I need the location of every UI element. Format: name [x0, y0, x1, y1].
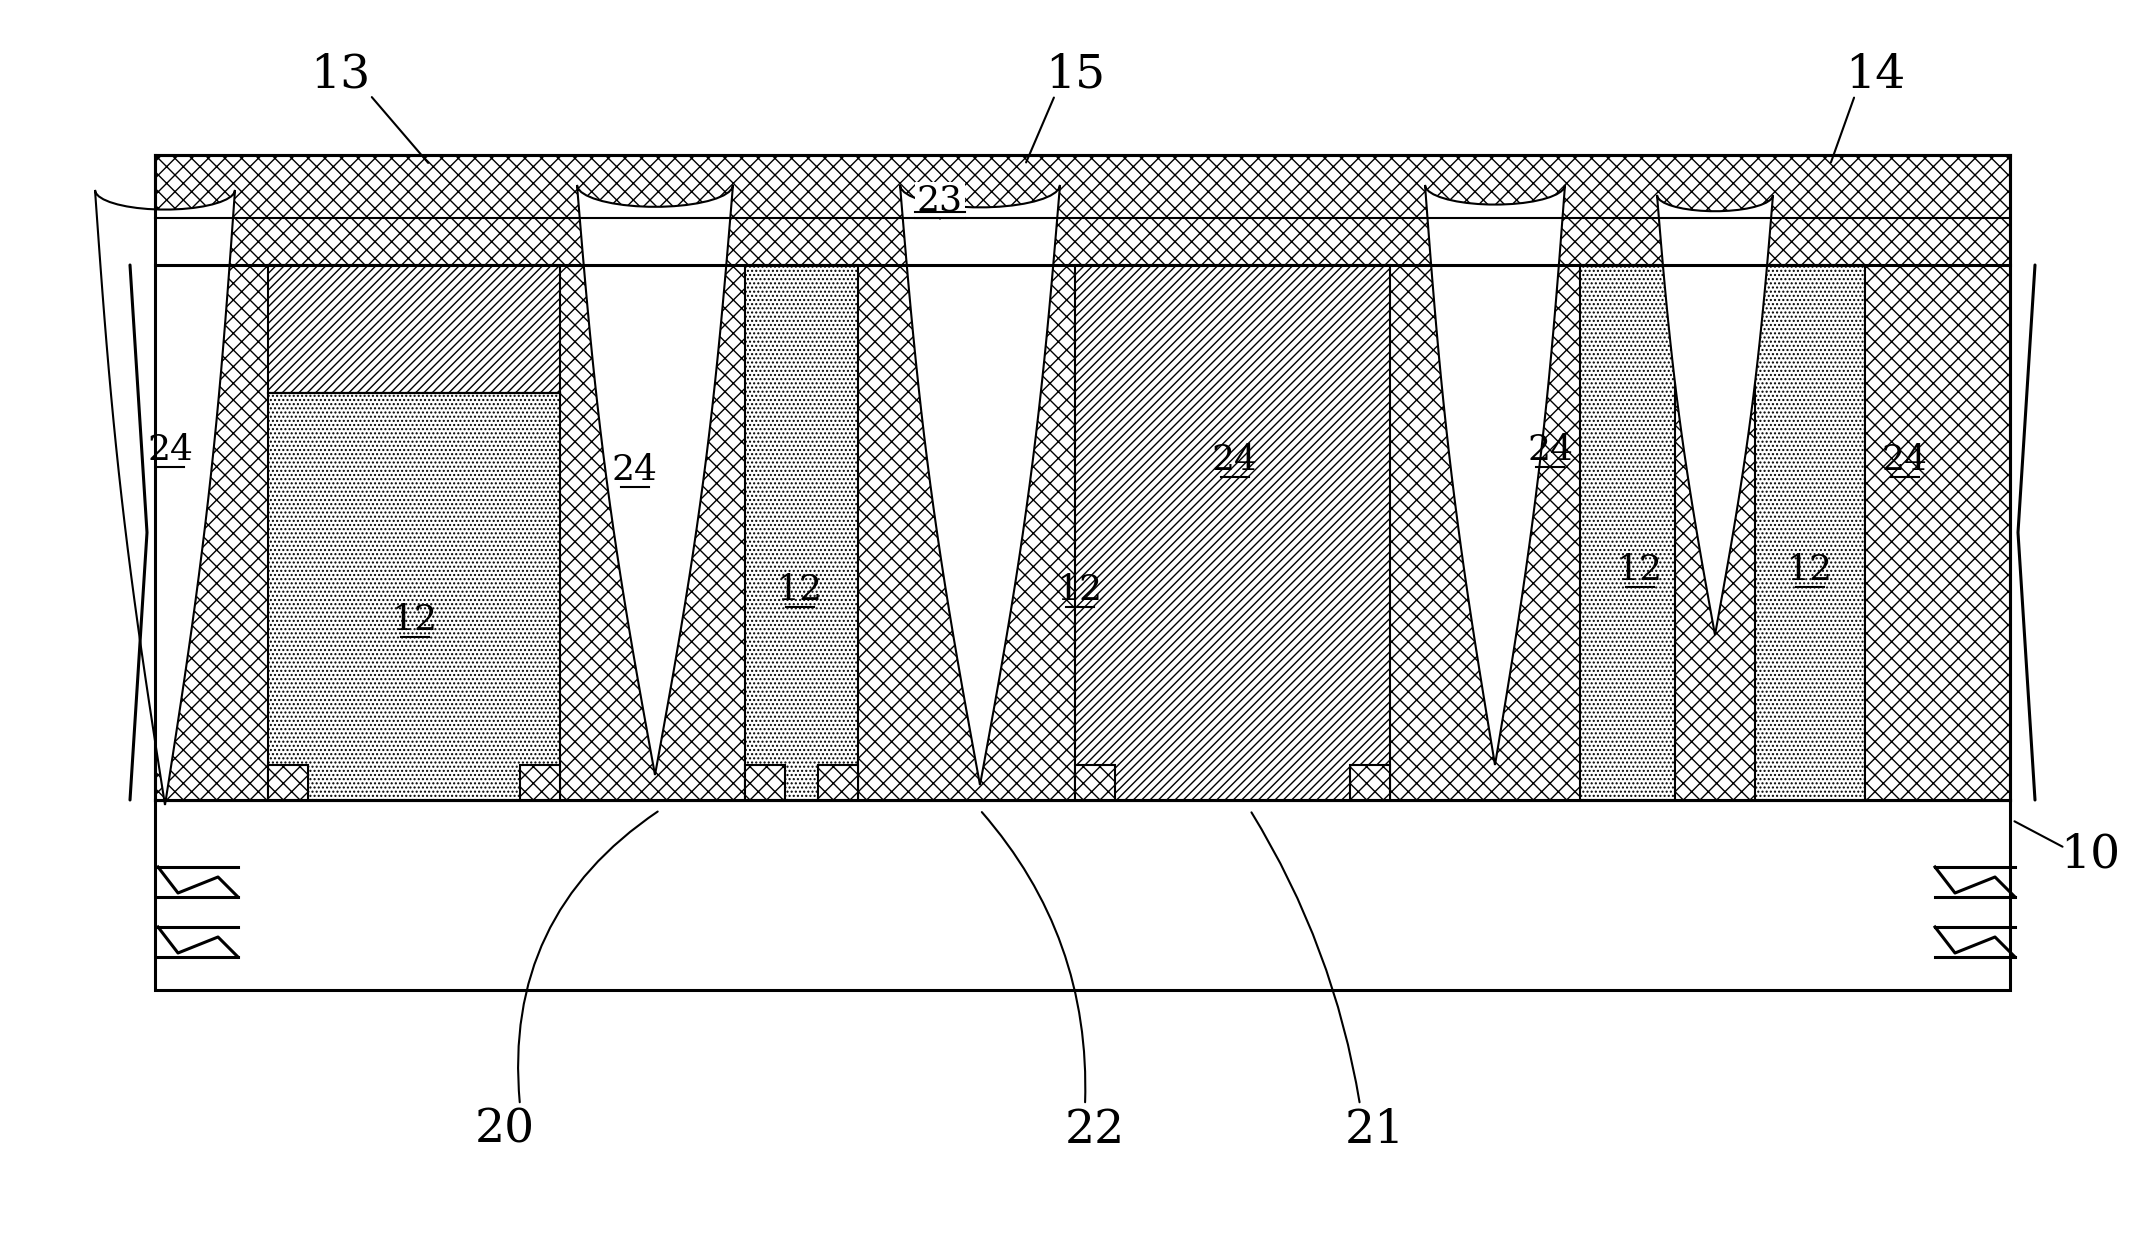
Polygon shape	[899, 185, 1061, 786]
Bar	[155, 801, 2009, 990]
Text: 12: 12	[1617, 553, 1662, 587]
Text: 13: 13	[310, 52, 371, 97]
Text: 24: 24	[612, 453, 658, 487]
Text: 12: 12	[1056, 573, 1104, 607]
Bar	[267, 265, 561, 393]
Text: 12: 12	[776, 573, 824, 607]
Text: 12: 12	[1787, 553, 1833, 587]
Text: 12: 12	[392, 603, 438, 637]
Text: 24: 24	[1526, 433, 1574, 467]
Text: 22: 22	[1065, 1108, 1125, 1153]
Bar	[1755, 265, 1865, 801]
Text: 24: 24	[1882, 443, 1927, 477]
Text: 10: 10	[2059, 832, 2119, 878]
Bar	[267, 764, 308, 801]
Text: 20: 20	[474, 1108, 535, 1153]
Bar	[1580, 265, 1675, 801]
Polygon shape	[95, 190, 235, 806]
Bar	[520, 764, 561, 801]
Bar	[817, 764, 858, 801]
Text: 23: 23	[916, 184, 964, 217]
Polygon shape	[578, 185, 733, 774]
Polygon shape	[1425, 185, 1565, 764]
Bar	[1076, 265, 1391, 801]
Bar	[267, 393, 561, 801]
Bar	[746, 764, 785, 801]
Text: 24: 24	[1212, 443, 1257, 477]
Bar	[1076, 764, 1115, 801]
Bar	[746, 265, 858, 801]
Bar	[155, 155, 2009, 801]
Text: 15: 15	[1046, 52, 1106, 97]
Text: 21: 21	[1345, 1108, 1406, 1153]
Text: 14: 14	[1846, 52, 1906, 97]
Polygon shape	[1658, 195, 1772, 634]
Bar	[1350, 764, 1391, 801]
Text: 24: 24	[147, 433, 194, 467]
